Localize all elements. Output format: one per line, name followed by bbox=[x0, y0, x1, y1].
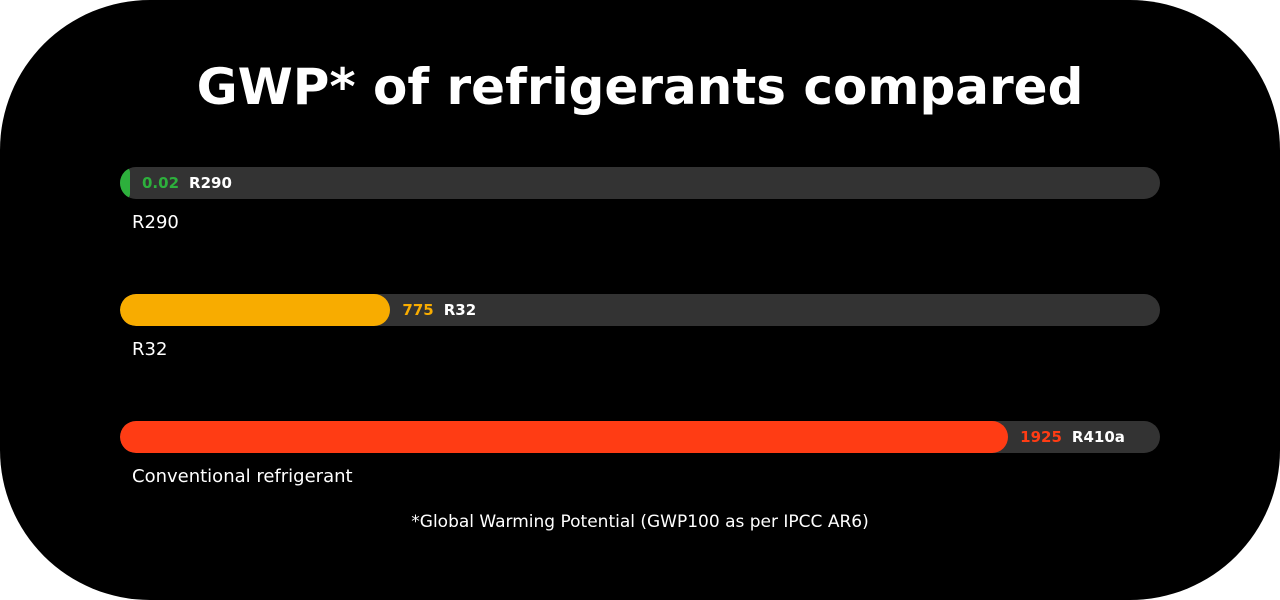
bar-labels: 1925 R410a bbox=[1020, 421, 1125, 453]
chart-title: GWP* of refrigerants compared bbox=[196, 58, 1084, 116]
bar-fill-r32 bbox=[120, 294, 391, 326]
bar-caption: Conventional refrigerant bbox=[132, 466, 353, 487]
refrigerant-label: R32 bbox=[443, 301, 477, 319]
value-label: 0.02 bbox=[142, 174, 180, 192]
bar-track-r410a: 1925 R410a bbox=[120, 421, 1160, 453]
bar-labels: 0.02 R290 bbox=[142, 167, 232, 199]
refrigerant-label: R290 bbox=[189, 174, 232, 192]
bar-track-r290: 0.02 R290 bbox=[120, 167, 1160, 199]
bar-labels: 775 R32 bbox=[402, 294, 476, 326]
value-label: 775 bbox=[402, 301, 434, 319]
bar-track-r32: 775 R32 bbox=[120, 294, 1160, 326]
bar-fill-r290 bbox=[120, 167, 130, 199]
value-label: 1925 bbox=[1020, 428, 1062, 446]
bar-caption: R32 bbox=[132, 339, 168, 360]
refrigerant-label: R410a bbox=[1071, 428, 1125, 446]
bar-caption: R290 bbox=[132, 212, 179, 233]
footnote: *Global Warming Potential (GWP100 as per… bbox=[411, 512, 869, 532]
bar-fill-r410a bbox=[120, 421, 1009, 453]
